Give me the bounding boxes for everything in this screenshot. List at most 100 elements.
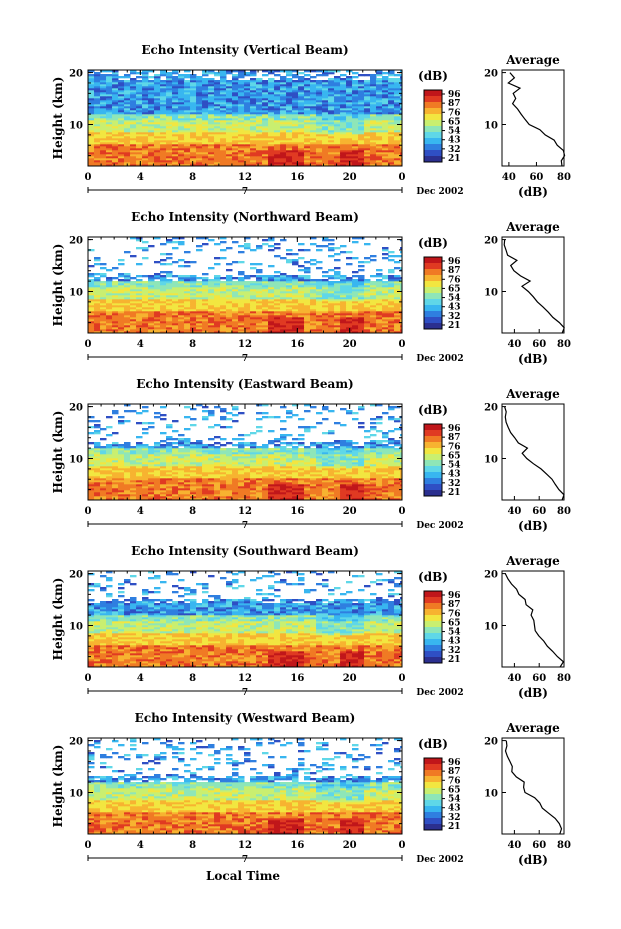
colorbar-tick-label: 32 [448,646,461,656]
colorbar-unit: (dB) [418,403,448,417]
profile-frame [501,236,565,334]
panel-title: Echo Intensity (Westward Beam) [135,711,356,725]
colorbar-swatch [424,770,442,777]
profile-x-tick: 80 [557,840,571,851]
colorbar-tick-label: 43 [448,303,461,313]
colorbar-tick-label: 65 [448,785,461,795]
day-label: 7 [242,354,248,364]
colorbar-swatch [424,788,442,795]
colorbar-tick-label: 54 [448,461,461,471]
x-tick-label: 16 [290,339,304,350]
x-tick-label: 20 [343,339,357,350]
colorbar-swatch [424,90,442,97]
profile-unit: (dB) [518,519,548,533]
colorbar-swatch [424,782,442,789]
profile-x-tick: 80 [557,339,571,350]
x-tick-label: 12 [238,172,252,183]
colorbar-swatch [424,293,442,300]
colorbar-swatch [424,472,442,479]
colorbar-swatch [424,311,442,318]
profile-x-tick: 80 [557,172,571,183]
colorbar-swatch [424,323,442,330]
x-tick-label: 12 [238,506,252,517]
x-tick-label: 4 [137,339,144,350]
colorbar-tick-label: 65 [448,451,461,461]
x-tick-label: 0 [85,172,92,183]
profile-frame [501,403,565,501]
colorbar-tick-label: 96 [448,758,461,768]
day-label: 7 [242,187,248,197]
y-tick-label: 20 [69,403,83,414]
colorbar-tick-label: 43 [448,136,461,146]
x-tick-label: 20 [343,506,357,517]
colorbar-swatch [424,812,442,819]
colorbar-swatch [424,806,442,813]
y-axis-label: Height (km) [51,77,65,160]
colorbar-swatch [424,144,442,151]
profile-x-tick: 40 [502,172,516,183]
profile-y-tick: 10 [484,287,498,298]
colorbar-swatch [424,430,442,437]
y-tick-label: 20 [69,69,83,80]
date-label: Dec 2002 [416,855,463,865]
profile-x-tick: 80 [557,673,571,684]
colorbar-tick-label: 87 [448,767,461,777]
x-tick-label: 20 [343,172,357,183]
x-tick-label: 0 [85,339,92,350]
colorbar-swatch [424,287,442,294]
colorbar-swatch [424,490,442,497]
colorbar-tick-label: 76 [448,776,461,786]
profile-y-tick: 20 [484,737,498,748]
x-tick-label: 16 [290,840,304,851]
profile-x-tick: 40 [507,673,521,684]
profile-title: Average [505,220,560,234]
profile-x-tick: 40 [507,339,521,350]
colorbar-swatch [424,299,442,306]
profile-y-tick: 20 [484,236,498,247]
colorbar-tick-label: 87 [448,600,461,610]
y-tick-label: 10 [69,454,83,465]
colorbar-swatch [424,484,442,491]
x-tick-label: 16 [290,172,304,183]
heatmap-cells [88,571,402,667]
x-tick-label: 0 [399,339,406,350]
x-tick-label: 12 [238,339,252,350]
chart-panel-4: Echo Intensity (Westward Beam) 10 20 Height… [51,711,571,867]
colorbar-swatch [424,460,442,467]
profile-line [504,406,565,501]
colorbar-unit: (dB) [418,737,448,751]
panel-title: Echo Intensity (Eastward Beam) [136,377,353,391]
colorbar-swatch [424,627,442,634]
colorbar-tick-label: 96 [448,90,461,100]
colorbar-tick-label: 54 [448,628,461,638]
panel-title: Echo Intensity (Vertical Beam) [141,43,348,57]
colorbar-tick-label: 87 [448,99,461,109]
colorbar-tick-label: 32 [448,145,461,155]
colorbar-swatch [424,758,442,765]
profile-frame [501,737,565,835]
x-tick-label: 12 [238,673,252,684]
profile-y-tick: 10 [484,788,498,799]
x-tick-label: 0 [399,840,406,851]
colorbar-swatch [424,108,442,115]
profile-y-tick: 10 [484,120,498,131]
colorbar-swatch [424,102,442,109]
x-tick-label: 4 [137,840,144,851]
colorbar-tick-label: 43 [448,637,461,647]
colorbar-swatch [424,466,442,473]
chart-panel-1: Echo Intensity (Northward Beam) 10 20 Heigh… [51,210,571,366]
profile-line [504,740,563,835]
y-axis-label: Height (km) [51,411,65,494]
colorbar-swatch [424,442,442,449]
colorbar-swatch [424,156,442,163]
colorbar-swatch [424,317,442,324]
colorbar-swatch [424,794,442,801]
colorbar-swatch [424,776,442,783]
colorbar-tick-label: 96 [448,591,461,601]
x-tick-label: 4 [137,172,144,183]
day-label: 7 [242,521,248,531]
y-tick-label: 10 [69,788,83,799]
y-tick-label: 20 [69,570,83,581]
chart-panel-3: Echo Intensity (Southward Beam) 10 20 Heigh… [51,544,571,700]
profile-y-tick: 20 [484,570,498,581]
